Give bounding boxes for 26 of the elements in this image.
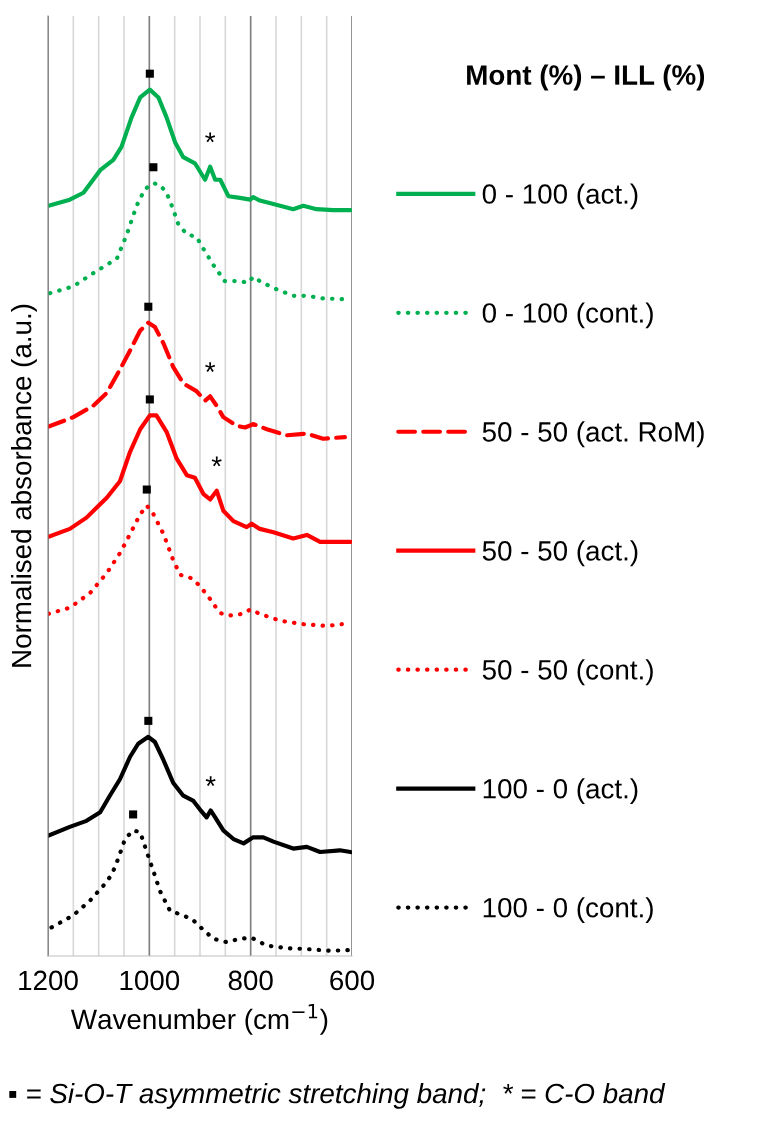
legend-label: 100 - 0 (cont.) [483,897,653,924]
legend-title: Mont (%) – ILL (%) [467,64,705,91]
x-tick-label: 1000 [120,970,180,991]
annotation: ■ [142,485,151,494]
legend-label: 100 - 0 (act.) [483,778,638,805]
annotation: * [211,456,222,467]
legend-label: 50 - 50 (act. RoM) [482,421,704,448]
annotation: ■ [144,716,153,725]
legend-label: 0 - 100 (cont.) [482,302,653,329]
annotation: * [205,132,216,143]
annotation: ■ [149,163,158,172]
legend-label: 50 - 50 (act.) [482,540,638,567]
y-axis-title: Normalised absorbance (a.u.) [10,304,37,667]
x-tick-label: 800 [228,970,273,991]
legend-label: 50 - 50 (cont.) [482,659,653,686]
text: ▪ = Si-O-T asymmetric stretching band; * = C-O band [9,1082,666,1109]
x-axis-title: Wavenumber (cm$^{−1}$) [70,1004,328,1035]
annotation: ■ [144,302,153,311]
annotation: * [205,776,216,787]
annotation: ■ [145,395,154,404]
legend-label: 0 - 100 (act.) [482,183,638,210]
annotation: ■ [145,69,154,78]
annotation: * [205,362,216,372]
x-tick-label: 600 [330,970,375,991]
x-tick-label: 1200 [19,970,78,991]
annotation: ■ [129,810,138,819]
